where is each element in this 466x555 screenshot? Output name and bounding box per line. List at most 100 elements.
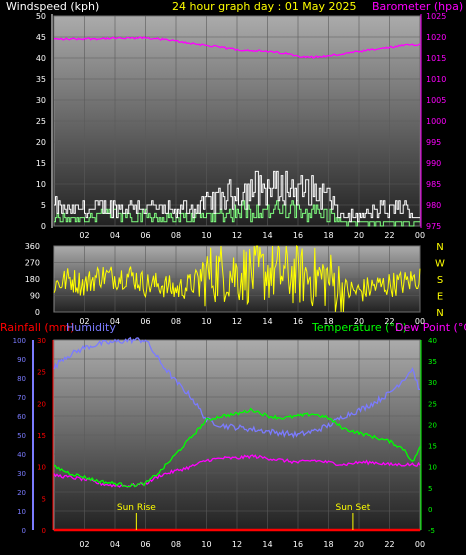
- temperature-tick-label: 30: [428, 379, 437, 387]
- x-tick-label: 04: [110, 540, 120, 549]
- windspeed-tick-label: 15: [36, 159, 46, 168]
- x-tick-label: 20: [354, 317, 364, 326]
- temperature-tick-label: 40: [428, 337, 437, 345]
- x-tick-label: 06: [140, 231, 150, 240]
- direction-tick-label: 180: [25, 275, 40, 284]
- barometer-tick-label: 985: [426, 180, 441, 189]
- temperature-tick-label: 35: [428, 358, 437, 366]
- x-tick-label: 02: [79, 540, 89, 549]
- direction-tick-label: 270: [25, 259, 40, 268]
- barometer-tick-label: 1005: [426, 96, 446, 105]
- direction-tick-label: 360: [25, 242, 40, 251]
- temperature-tick-label: 0: [428, 506, 432, 514]
- humidity-tick-label: 60: [17, 413, 26, 421]
- rainfall-axis-title: Rainfall (mm): [0, 321, 74, 334]
- x-tick-label: 22: [384, 540, 394, 549]
- humidity-tick-label: 80: [17, 375, 26, 383]
- x-tick-label: 00: [415, 231, 425, 240]
- x-tick-label: 08: [171, 540, 181, 549]
- compass-tick-label: W: [435, 259, 445, 270]
- humidity-tick-label: 90: [17, 356, 26, 364]
- x-tick-label: 12: [232, 317, 242, 326]
- temperature-tick-label: -5: [428, 527, 435, 535]
- barometer-tick-label: 990: [426, 159, 441, 168]
- humidity-tick-label: 50: [17, 432, 26, 440]
- x-tick-label: 20: [354, 231, 364, 240]
- chart-title: 24 hour graph day : 01 May 2025: [172, 0, 357, 13]
- windspeed-tick-label: 25: [36, 117, 46, 126]
- temperature-axis-title: Temperature (°C): [311, 321, 407, 334]
- rainfall-tick-label: 15: [37, 432, 46, 440]
- x-tick-label: 02: [79, 317, 89, 326]
- wind-average-line: [54, 200, 420, 227]
- windspeed-tick-label: 10: [36, 180, 46, 189]
- x-tick-label: 10: [201, 231, 211, 240]
- barometer-tick-label: 1025: [426, 12, 446, 21]
- windspeed-tick-label: 30: [36, 96, 46, 105]
- windspeed-tick-label: 50: [36, 12, 46, 21]
- barometer-tick-label: 1000: [426, 117, 446, 126]
- x-tick-label: 18: [323, 317, 333, 326]
- rainfall-tick-label: 0: [42, 527, 46, 535]
- x-tick-label: 18: [323, 540, 333, 549]
- temperature-tick-label: 15: [428, 443, 437, 451]
- temperature-tick-label: 20: [428, 421, 437, 429]
- humidity-tick-label: 100: [13, 337, 26, 345]
- barometer-tick-label: 1010: [426, 75, 446, 84]
- barometer-tick-label: 1015: [426, 54, 446, 63]
- humidity-tick-label: 10: [17, 508, 26, 516]
- temperature-line: [53, 407, 421, 488]
- humidity-tick-label: 0: [22, 527, 26, 535]
- humidity-tick-label: 30: [17, 470, 26, 478]
- x-tick-label: 22: [384, 317, 394, 326]
- x-tick-label: 10: [201, 540, 211, 549]
- dewpoint-axis-title: Dew Point (°C): [395, 321, 466, 334]
- x-tick-label: 06: [140, 317, 150, 326]
- x-tick-label: 02: [79, 231, 89, 240]
- x-tick-label: 12: [232, 540, 242, 549]
- windspeed-tick-label: 5: [41, 201, 46, 210]
- x-tick-label: 04: [110, 317, 120, 326]
- rainfall-tick-label: 20: [37, 400, 46, 408]
- sunset-label: Sun Set: [336, 503, 371, 513]
- compass-tick-label: E: [437, 292, 443, 303]
- dewpoint-line: [53, 454, 421, 488]
- barometer-tick-label: 995: [426, 138, 441, 147]
- x-tick-label: 00: [415, 317, 425, 326]
- x-tick-label: 16: [293, 231, 303, 240]
- x-tick-label: 22: [384, 231, 394, 240]
- rainfall-tick-label: 5: [42, 495, 46, 503]
- barometer-axis-title: Barometer (hpa): [372, 0, 463, 13]
- windspeed-tick-label: 40: [36, 54, 46, 63]
- humidity-axis-title: Humidity: [66, 321, 116, 334]
- wind-direction-line: [53, 245, 421, 313]
- direction-tick-label: 0: [35, 308, 40, 317]
- windspeed-axis-title: Windspeed (kph): [6, 0, 99, 13]
- x-tick-label: 06: [140, 540, 150, 549]
- x-tick-label: 04: [110, 231, 120, 240]
- barometer-tick-label: 975: [426, 222, 441, 231]
- temperature-tick-label: 5: [428, 485, 432, 493]
- x-tick-label: 14: [262, 540, 272, 549]
- rainfall-tick-label: 30: [37, 337, 46, 345]
- x-tick-label: 08: [171, 317, 181, 326]
- compass-tick-label: N: [436, 308, 443, 319]
- temperature-tick-label: 10: [428, 464, 437, 472]
- humidity-tick-label: 20: [17, 489, 26, 497]
- x-tick-label: 14: [262, 317, 272, 326]
- x-tick-label: 18: [323, 231, 333, 240]
- barometer-line: [53, 36, 421, 59]
- barometer-tick-label: 1020: [426, 33, 446, 42]
- x-tick-label: 20: [354, 540, 364, 549]
- x-tick-label: 12: [232, 231, 242, 240]
- rainfall-tick-label: 25: [37, 369, 46, 377]
- humidity-tick-label: 70: [17, 394, 26, 402]
- humidity-line: [53, 336, 421, 439]
- compass-tick-label: N: [436, 242, 443, 253]
- x-tick-label: 14: [262, 231, 272, 240]
- humidity-tick-label: 40: [17, 451, 26, 459]
- x-tick-label: 16: [293, 540, 303, 549]
- windspeed-tick-label: 20: [36, 138, 46, 147]
- windspeed-tick-label: 35: [36, 75, 46, 84]
